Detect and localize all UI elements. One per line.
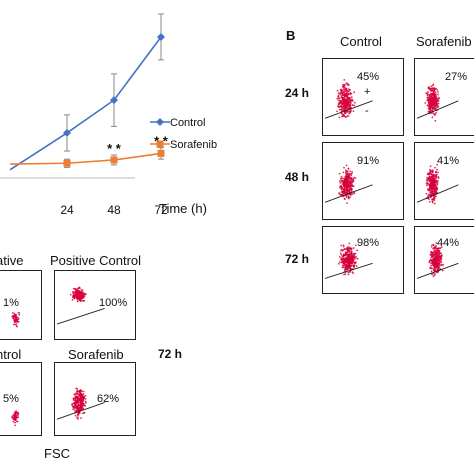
legend-label: Control: [170, 117, 205, 129]
series-line-sorafenib: [9, 152, 162, 165]
flow-plot-negative: 1%: [0, 270, 42, 340]
chart-series: * ** *: [9, 13, 169, 171]
flow-plot-24h-sorafenib: 27%: [414, 58, 474, 136]
flow-plot-72h-sorafenib: 44%: [414, 226, 474, 294]
scatter-plot: [324, 242, 373, 279]
x-tick-label: 48: [107, 203, 121, 217]
scatter-plot: [324, 164, 373, 204]
panel-label-b: B: [286, 28, 296, 43]
column-header-sorafenib: Sorafenib: [416, 34, 472, 49]
row-label-72h: 72 h: [285, 252, 310, 266]
panel-title-negative: ative: [0, 253, 24, 268]
flow-plot-48h-control: 91%: [322, 142, 404, 220]
panel-title-control: ntrol: [0, 347, 22, 362]
data-point: [157, 149, 165, 157]
gate-line: [56, 307, 105, 325]
gate-positive-mark: +: [364, 86, 371, 98]
gate-line: [416, 262, 459, 279]
percentage-label: 44%: [437, 237, 460, 249]
legend-item-control: Control: [150, 117, 205, 129]
gate-negative-mark: -: [365, 105, 369, 117]
flow-plot-24h-control: 45% + -: [322, 58, 404, 136]
scatter-plot: [324, 79, 373, 119]
row-label-24h: 24 h: [285, 86, 310, 100]
row-label-48h: 48 h: [285, 170, 310, 184]
column-header-control: Control: [340, 34, 382, 49]
x-axis-label: Time (h): [159, 201, 207, 216]
percentage-label: 41%: [437, 155, 460, 167]
gate-line: [56, 402, 105, 420]
panel-title-sorafenib: Sorafenib: [68, 347, 124, 362]
panel-title-positive-control: Positive Control: [50, 253, 142, 268]
gate-line: [324, 184, 373, 203]
flow-plot-72h-control: 98%: [322, 226, 404, 294]
scatter-plot: [56, 286, 105, 325]
gate-line: [324, 100, 373, 119]
line-chart: * ** * 24 48 72 Control Sorafenib: [0, 13, 217, 217]
percentage-label: 5%: [3, 393, 19, 405]
scatter-plot: [416, 242, 459, 279]
data-point: [157, 32, 165, 41]
flow-plot-positive-control: 100%: [54, 270, 136, 340]
flow-plot-sorafenib: 62%: [54, 362, 136, 436]
scatter-plot: [416, 83, 459, 122]
time-label-72h: 72 h: [158, 347, 183, 361]
percentage-label: 45%: [357, 71, 380, 83]
flow-plot-48h-sorafenib: 41%: [414, 142, 474, 220]
x-tick-label: 24: [60, 203, 74, 217]
significance-mark: * *: [107, 141, 122, 156]
series-line-control: [9, 36, 162, 171]
fsc-axis-label: FSC: [44, 446, 70, 461]
percentage-label: 62%: [97, 393, 120, 405]
percentage-label: 1%: [3, 297, 19, 309]
percentage-label: 100%: [99, 297, 128, 309]
scatter-plot: [11, 311, 21, 328]
percentage-label: 27%: [445, 71, 468, 83]
percentage-label: 98%: [357, 237, 380, 249]
x-tick-label: 72: [154, 203, 168, 217]
legend-item-sorafenib: Sorafenib: [150, 139, 217, 151]
data-point: [110, 156, 118, 164]
data-point: [110, 96, 118, 105]
gate-line: [416, 184, 459, 203]
scatter-plot: [56, 387, 105, 420]
scatter-plot: [11, 410, 20, 427]
legend-label: Sorafenib: [170, 139, 217, 151]
data-point: [63, 159, 71, 167]
flow-plot-control: 5%: [0, 362, 42, 436]
gate-line: [416, 100, 459, 119]
x-tick-labels: 24 48 72: [60, 203, 168, 217]
percentage-label: 91%: [357, 155, 380, 167]
scatter-plot: [416, 163, 459, 205]
gate-line: [324, 262, 373, 279]
chart-legend: Control Sorafenib: [150, 117, 217, 151]
data-point: [63, 128, 71, 137]
